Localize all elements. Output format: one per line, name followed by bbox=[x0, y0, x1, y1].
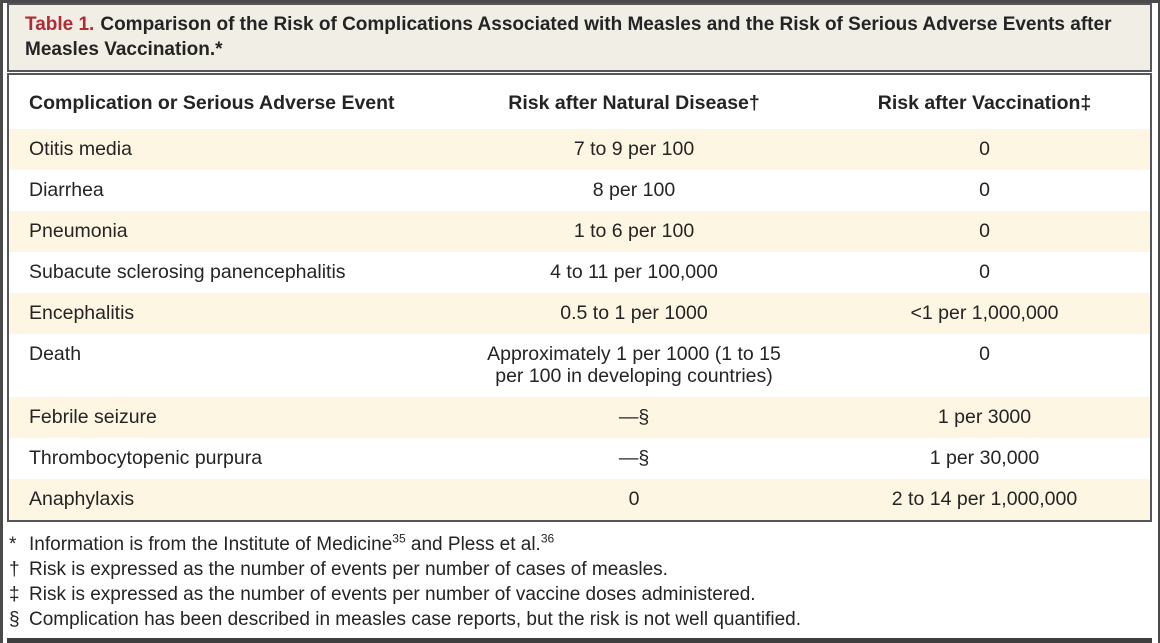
table-row: Otitis media 7 to 9 per 100 0 bbox=[9, 129, 1150, 170]
table-row: Subacute sclerosing panencephalitis 4 to… bbox=[9, 252, 1150, 293]
risk-comparison-table: Complication or Serious Adverse Event Ri… bbox=[7, 73, 1152, 522]
cell-complication: Subacute sclerosing panencephalitis bbox=[29, 261, 346, 283]
cell-risk-vaccination: 1 per 3000 bbox=[937, 406, 1032, 428]
cell-risk-vaccination: 2 to 14 per 1,000,000 bbox=[891, 488, 1078, 510]
footnote-segment: Complication has been described in measl… bbox=[29, 609, 802, 630]
cell-risk-vaccination: 0 bbox=[979, 261, 990, 283]
footnote-marker: † bbox=[9, 559, 20, 580]
cell-risk-natural-disease: Approximately 1 per 1000 (1 to 15 per 10… bbox=[487, 343, 781, 387]
cell-risk-vaccination: <1 per 1,000,000 bbox=[910, 302, 1059, 324]
citation-superscript: 35 bbox=[392, 531, 406, 546]
footnote: ‡ Risk is expressed as the number of eve… bbox=[9, 582, 1152, 607]
table-row: Febrile seizure —§ 1 per 3000 bbox=[9, 397, 1150, 438]
cell-risk-vaccination: 0 bbox=[979, 179, 990, 201]
cell-complication: Death bbox=[29, 343, 82, 365]
footnote-marker: § bbox=[9, 609, 20, 630]
table-body: Otitis media 7 to 9 per 100 0 Diarrhea 8… bbox=[9, 129, 1150, 520]
cell-complication: Febrile seizure bbox=[29, 406, 157, 428]
cell-risk-vaccination: 0 bbox=[979, 343, 990, 365]
table-row: Thrombocytopenic purpura —§ 1 per 30,000 bbox=[9, 438, 1150, 479]
cell-complication: Thrombocytopenic purpura bbox=[29, 447, 263, 469]
cell-risk-natural-disease: 0 bbox=[628, 488, 640, 510]
table-title-text: Comparison of the Risk of Complications … bbox=[25, 14, 1112, 60]
cell-complication: Diarrhea bbox=[29, 179, 104, 201]
footnote: § Complication has been described in mea… bbox=[9, 607, 1152, 632]
footnote-segment: and Pless et al. bbox=[405, 534, 541, 555]
table-number-label: Table 1. bbox=[25, 14, 95, 35]
cell-risk-vaccination: 0 bbox=[979, 220, 990, 242]
cell-risk-natural-disease: —§ bbox=[618, 406, 650, 428]
footnote-segment: Risk is expressed as the number of event… bbox=[29, 559, 668, 580]
cell-complication: Pneumonia bbox=[29, 220, 128, 242]
cell-risk-natural-disease: 4 to 11 per 100,000 bbox=[550, 261, 718, 283]
table-row: Anaphylaxis 0 2 to 14 per 1,000,000 bbox=[9, 479, 1150, 520]
cell-risk-vaccination: 0 bbox=[979, 138, 990, 160]
table-row: Encephalitis 0.5 to 1 per 1000 <1 per 1,… bbox=[9, 293, 1150, 334]
footnote: † Risk is expressed as the number of eve… bbox=[9, 557, 1152, 582]
footnote-text: Complication has been described in measl… bbox=[29, 607, 1152, 632]
table-row: Diarrhea 8 per 100 0 bbox=[9, 170, 1150, 211]
footnote-text: Information is from the Institute of Med… bbox=[29, 532, 1152, 557]
footnote-marker: ‡ bbox=[9, 584, 20, 605]
cell-risk-natural-disease: —§ bbox=[618, 447, 650, 469]
cell-complication: Otitis media bbox=[29, 138, 132, 160]
cell-complication: Anaphylaxis bbox=[29, 488, 135, 510]
column-header-risk-natural-disease: Risk after Natural Disease† bbox=[508, 92, 760, 114]
cell-risk-natural-disease: 1 to 6 per 100 bbox=[573, 220, 695, 242]
cell-risk-natural-disease: 0.5 to 1 per 1000 bbox=[560, 302, 708, 324]
footnote: * Information is from the Institute of M… bbox=[9, 532, 1152, 557]
table-row: Death Approximately 1 per 1000 (1 to 15 … bbox=[9, 334, 1150, 397]
bottom-rule bbox=[7, 638, 1152, 643]
column-header-complication: Complication or Serious Adverse Event bbox=[29, 92, 395, 114]
footnote-segment: Risk is expressed as the number of event… bbox=[29, 584, 756, 605]
cell-complication: Encephalitis bbox=[29, 302, 135, 324]
cell-risk-vaccination: 1 per 30,000 bbox=[929, 447, 1040, 469]
table-title-band: Table 1. Comparison of the Risk of Compli… bbox=[7, 3, 1152, 72]
table-row: Pneumonia 1 to 6 per 100 0 bbox=[9, 211, 1150, 252]
footnote-marker: * bbox=[9, 534, 17, 555]
footnote-text: Risk is expressed as the number of event… bbox=[29, 557, 1152, 582]
cell-risk-natural-disease: 7 to 9 per 100 bbox=[573, 138, 695, 160]
citation-superscript: 36 bbox=[540, 531, 555, 546]
column-header-risk-vaccination: Risk after Vaccination‡ bbox=[877, 92, 1092, 114]
footnote-text: Risk is expressed as the number of event… bbox=[29, 582, 1152, 607]
footnotes-block: * Information is from the Institute of M… bbox=[9, 532, 1152, 632]
cell-risk-natural-disease: 8 per 100 bbox=[592, 179, 676, 201]
table-header-row: Complication or Serious Adverse Event Ri… bbox=[9, 75, 1150, 129]
footnote-segment: Information is from the Institute of Med… bbox=[29, 534, 393, 555]
